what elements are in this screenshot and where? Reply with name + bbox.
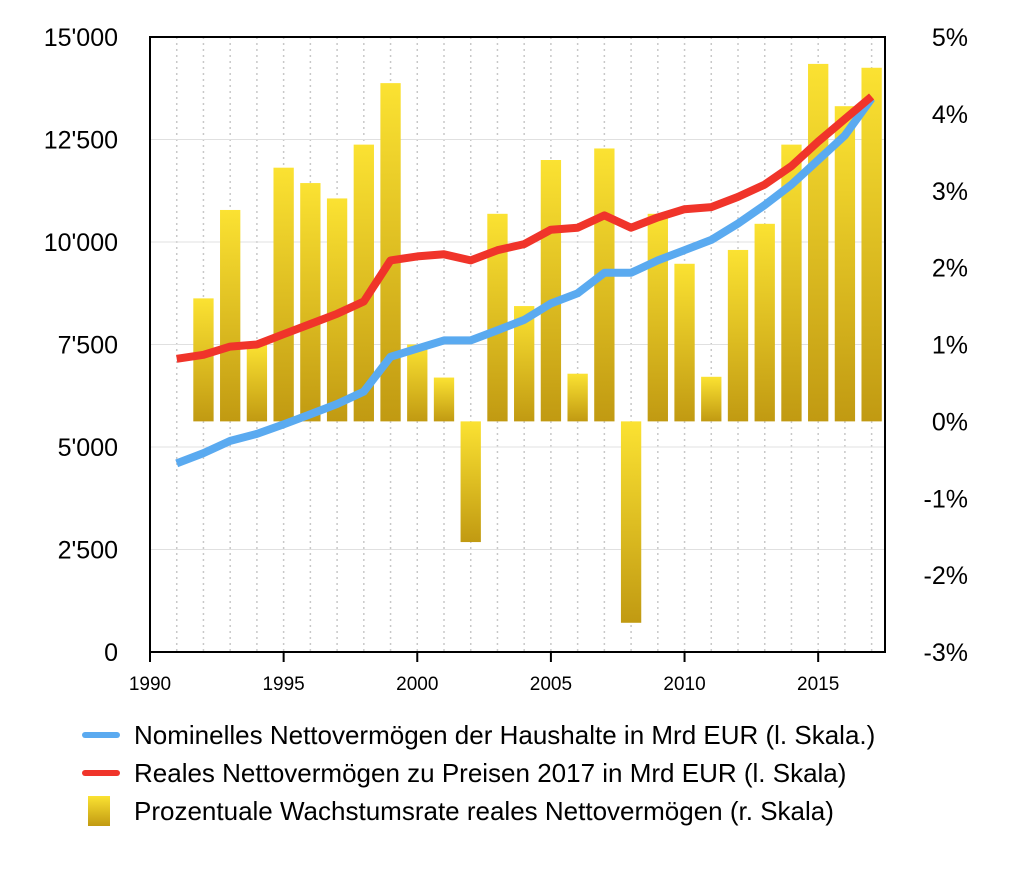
- real-line: [176, 93, 875, 363]
- plot-frame: [149, 36, 886, 653]
- y-left-tick-label: 7'500: [58, 332, 118, 360]
- y-left-tick-label: 0: [104, 639, 118, 667]
- legend-item-real: Reales Nettovermögen zu Preisen 2017 in …: [82, 754, 1002, 792]
- legend-label-nominal: Nominelles Nettovermögen der Haushalte i…: [134, 719, 876, 750]
- growth-bar: [647, 213, 668, 422]
- legend-item-nominal: Nominelles Nettovermögen der Haushalte i…: [82, 716, 1002, 754]
- y-right-tick-label: 1%: [932, 332, 968, 360]
- y-right-tick-label: 5%: [932, 24, 968, 52]
- growth-bar: [300, 183, 321, 422]
- x-tick-label: 1990: [129, 674, 171, 695]
- growth-bar: [460, 421, 481, 543]
- growth-bar: [273, 167, 294, 422]
- growth-bar: [514, 306, 535, 422]
- x-tick-label: 2015: [797, 674, 839, 695]
- growth-bar: [193, 298, 214, 422]
- x-tick-label: 2000: [396, 674, 438, 695]
- y-right-tick-label: -2%: [924, 562, 968, 590]
- x-tick-label: 2005: [530, 674, 572, 695]
- growth-bar: [861, 67, 882, 422]
- y-right-tick-label: 4%: [932, 101, 968, 129]
- y-left-tick-label: 15'000: [44, 24, 118, 52]
- growth-bar: [594, 148, 615, 422]
- legend-swatch-growth: [88, 796, 110, 826]
- legend-label-real: Reales Nettovermögen zu Preisen 2017 in …: [134, 757, 847, 788]
- growth-bar: [353, 144, 374, 422]
- y-right-tick-label: 0%: [932, 408, 968, 436]
- growth-bar: [540, 160, 562, 422]
- legend-label-growth: Prozentuale Wachstumsrate reales Nettove…: [134, 795, 834, 826]
- y-right-tick-label: -1%: [924, 485, 968, 513]
- y-right-tick-label: -3%: [924, 639, 968, 667]
- nominal-line: [175, 96, 875, 468]
- legend: Nominelles Nettovermögen der Haushalte i…: [82, 716, 1002, 830]
- growth-bar: [781, 144, 802, 422]
- growth-bar: [433, 377, 455, 422]
- y-right-tick-label: 2%: [932, 255, 968, 283]
- growth-bar: [487, 213, 508, 422]
- y-left-tick-label: 12'500: [44, 127, 118, 155]
- y-left-tick-label: 2'500: [58, 537, 118, 565]
- legend-swatch-real: [82, 770, 120, 776]
- x-tick-label: 2010: [663, 674, 705, 695]
- growth-bar: [701, 376, 722, 422]
- x-tick-label: 1995: [262, 674, 304, 695]
- growth-bar: [380, 83, 401, 422]
- growth-bar: [246, 344, 268, 422]
- growth-bar: [727, 249, 749, 422]
- legend-item-growth: Prozentuale Wachstumsrate reales Nettove…: [82, 792, 1002, 830]
- growth-bar: [220, 209, 241, 422]
- growth-bar: [674, 263, 695, 422]
- growth-bar: [834, 106, 856, 422]
- y-left-tick-label: 5'000: [58, 434, 118, 462]
- growth-bar: [620, 421, 642, 623]
- growth-bar: [407, 344, 428, 422]
- legend-swatch-nominal: [82, 732, 120, 738]
- growth-bar: [567, 373, 588, 422]
- growth-bar: [808, 63, 829, 422]
- y-right-tick-label: 3%: [932, 178, 968, 206]
- growth-bar: [754, 223, 775, 422]
- chart-svg: 0 2'500 5'000 7'500 10'000 12'500 15'000 -3% -2%…: [44, 24, 968, 695]
- y-left-tick-label: 10'000: [44, 229, 118, 257]
